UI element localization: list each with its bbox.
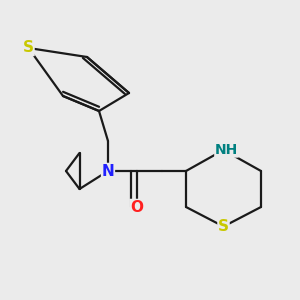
Text: NH: NH <box>215 143 238 157</box>
Text: O: O <box>130 200 143 214</box>
Text: S: S <box>23 40 34 56</box>
Text: S: S <box>218 219 229 234</box>
Text: N: N <box>102 164 114 178</box>
